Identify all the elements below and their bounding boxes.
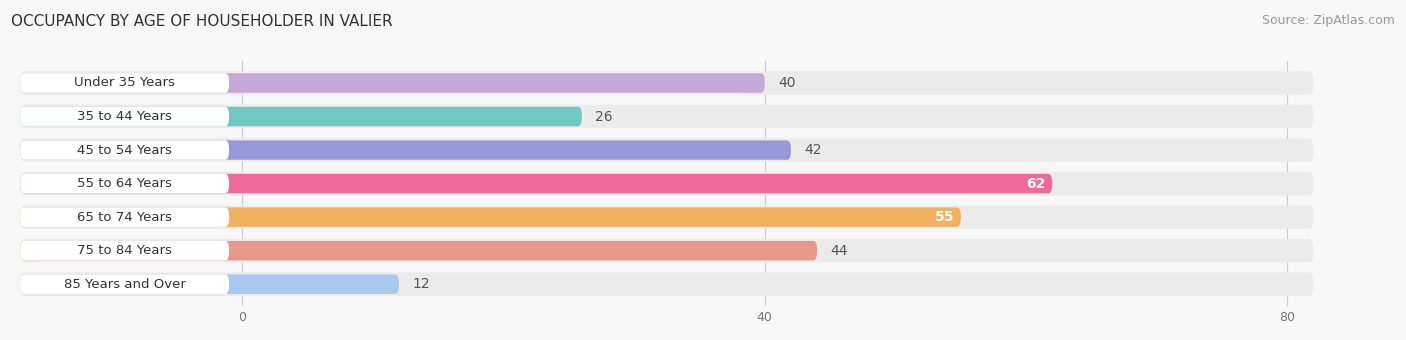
FancyBboxPatch shape xyxy=(20,239,1313,262)
FancyBboxPatch shape xyxy=(20,107,582,126)
FancyBboxPatch shape xyxy=(20,174,1052,193)
FancyBboxPatch shape xyxy=(20,207,960,227)
FancyBboxPatch shape xyxy=(20,73,229,93)
Text: 75 to 84 Years: 75 to 84 Years xyxy=(77,244,172,257)
Text: 40: 40 xyxy=(778,76,796,90)
Text: 12: 12 xyxy=(412,277,430,291)
FancyBboxPatch shape xyxy=(20,140,792,160)
Text: Under 35 Years: Under 35 Years xyxy=(75,76,176,89)
FancyBboxPatch shape xyxy=(20,73,765,93)
Text: OCCUPANCY BY AGE OF HOUSEHOLDER IN VALIER: OCCUPANCY BY AGE OF HOUSEHOLDER IN VALIE… xyxy=(11,14,392,29)
FancyBboxPatch shape xyxy=(20,241,817,260)
Text: 62: 62 xyxy=(1026,176,1046,191)
FancyBboxPatch shape xyxy=(20,274,399,294)
FancyBboxPatch shape xyxy=(20,71,1313,95)
Text: 85 Years and Over: 85 Years and Over xyxy=(63,278,186,291)
FancyBboxPatch shape xyxy=(20,107,229,126)
FancyBboxPatch shape xyxy=(20,205,1313,229)
FancyBboxPatch shape xyxy=(20,105,1313,128)
FancyBboxPatch shape xyxy=(20,207,229,227)
FancyBboxPatch shape xyxy=(20,241,229,260)
Text: Source: ZipAtlas.com: Source: ZipAtlas.com xyxy=(1261,14,1395,27)
FancyBboxPatch shape xyxy=(20,138,1313,162)
FancyBboxPatch shape xyxy=(20,274,229,294)
Text: 55 to 64 Years: 55 to 64 Years xyxy=(77,177,172,190)
Text: 26: 26 xyxy=(595,109,613,123)
Text: 42: 42 xyxy=(804,143,821,157)
FancyBboxPatch shape xyxy=(20,140,229,160)
Text: 65 to 74 Years: 65 to 74 Years xyxy=(77,211,172,224)
FancyBboxPatch shape xyxy=(20,172,1313,195)
Text: 44: 44 xyxy=(830,244,848,258)
Text: 35 to 44 Years: 35 to 44 Years xyxy=(77,110,172,123)
FancyBboxPatch shape xyxy=(20,272,1313,296)
FancyBboxPatch shape xyxy=(20,174,229,193)
Text: 55: 55 xyxy=(935,210,955,224)
Text: 45 to 54 Years: 45 to 54 Years xyxy=(77,143,172,156)
